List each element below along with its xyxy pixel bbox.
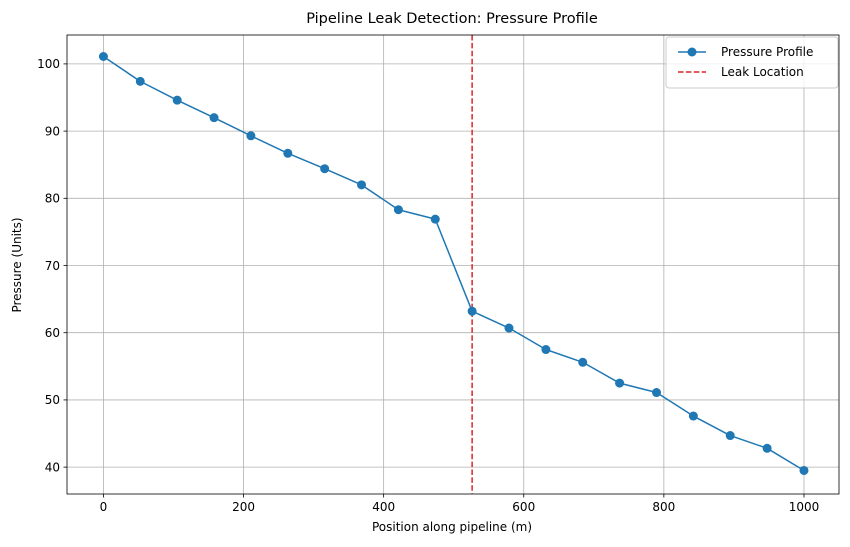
y-tick-label: 90 [45, 124, 60, 138]
data-point [615, 378, 625, 388]
grid-lines [67, 35, 839, 494]
data-point [357, 180, 367, 190]
plot-area-frame [66, 34, 840, 495]
x-axis-label: Position along pipeline (m) [372, 520, 532, 534]
data-point [541, 345, 551, 355]
legend: Pressure Profile Leak Location [665, 36, 839, 89]
y-tick-label: 60 [45, 326, 60, 340]
data-point [652, 388, 662, 398]
y-tick-label: 100 [37, 57, 60, 71]
x-tick-label: 600 [512, 500, 535, 514]
data-point [430, 214, 440, 224]
data-point [799, 465, 809, 475]
y-tick-label: 40 [45, 460, 60, 474]
legend-box [665, 36, 839, 89]
data-point [283, 148, 293, 158]
data-point [98, 52, 108, 62]
x-tick-label: 200 [232, 500, 255, 514]
chart-title: Pipeline Leak Detection: Pressure Profil… [306, 11, 598, 27]
data-point [725, 431, 735, 441]
legend-marker-pressure [687, 47, 697, 57]
data-point [467, 306, 477, 316]
y-tick-label: 80 [45, 192, 60, 206]
data-point [688, 411, 698, 421]
data-point [504, 323, 514, 333]
series-layer [98, 52, 809, 475]
x-axis-ticks: 0 200 400 600 800 1000 [100, 494, 820, 514]
x-tick-label: 0 [100, 500, 108, 514]
legend-label-leak: Leak Location [721, 65, 804, 79]
series-line-pressure-profile [103, 55, 805, 472]
x-tick-label: 400 [372, 500, 395, 514]
y-tick-label: 70 [45, 259, 60, 273]
data-point [320, 164, 330, 174]
y-axis-label: Pressure (Units) [10, 217, 24, 312]
data-point [578, 357, 588, 367]
data-point [135, 76, 145, 86]
legend-label-pressure: Pressure Profile [721, 45, 813, 59]
data-point [246, 131, 256, 141]
data-point [209, 113, 219, 123]
data-point [172, 95, 182, 105]
x-tick-label: 800 [652, 500, 675, 514]
y-tick-label: 50 [45, 393, 60, 407]
y-axis-ticks: 40 50 60 70 80 90 100 [37, 57, 67, 474]
x-tick-label: 1000 [789, 500, 820, 514]
data-point [762, 443, 772, 453]
data-point [393, 205, 403, 215]
